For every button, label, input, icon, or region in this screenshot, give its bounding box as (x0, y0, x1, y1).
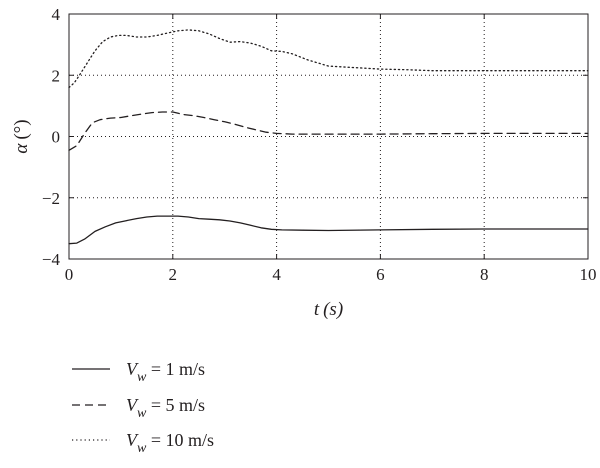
y-tick-label: −4 (42, 250, 61, 269)
x-tick-label: 6 (376, 265, 385, 284)
legend-subscript: w (137, 406, 147, 421)
x-axis-label: t (s) (314, 299, 343, 320)
legend-subscript: w (137, 441, 147, 456)
legend-var: V (126, 430, 139, 450)
legend-value: = 10 m/s (146, 430, 214, 450)
plot-frame (68, 13, 589, 260)
axis-ticks: 0 2 4 6 8 10 −4 −2 0 2 4 (42, 5, 597, 284)
y-tick-label: 0 (52, 128, 61, 147)
y-tick-label: 2 (52, 66, 61, 85)
y-axis-var: α (11, 143, 32, 154)
x-tick-label: 4 (272, 265, 281, 284)
legend-value: = 5 m/s (146, 395, 205, 415)
legend-label-1: Vw = 1 m/s (126, 359, 205, 385)
legend-var: V (126, 395, 139, 415)
series-group (68, 29, 589, 245)
legend-value: = 1 m/s (146, 359, 205, 379)
x-axis-var: t (314, 299, 320, 320)
y-axis-label: α (°) (11, 119, 32, 153)
x-tick-label: 0 (65, 265, 74, 284)
x-tick-label: 8 (480, 265, 489, 284)
legend-label-3: Vw = 10 m/s (126, 430, 214, 456)
y-tick-label: −2 (42, 189, 60, 208)
y-axis-unit: (°) (11, 119, 32, 139)
x-tick-label: 2 (169, 265, 178, 284)
legend: Vw = 1 m/sVw = 5 m/sVw = 10 m/s (72, 359, 214, 456)
series-line-1 (68, 215, 589, 245)
series-line-2 (68, 111, 589, 151)
legend-label-2: Vw = 5 m/s (126, 395, 205, 421)
series-line-3 (68, 29, 589, 89)
legend-subscript: w (137, 370, 147, 385)
grid-lines (69, 14, 588, 259)
x-axis-unit: (s) (323, 299, 343, 320)
y-tick-label: 4 (52, 5, 61, 24)
x-tick-label: 10 (580, 265, 597, 284)
legend-var: V (126, 359, 139, 379)
